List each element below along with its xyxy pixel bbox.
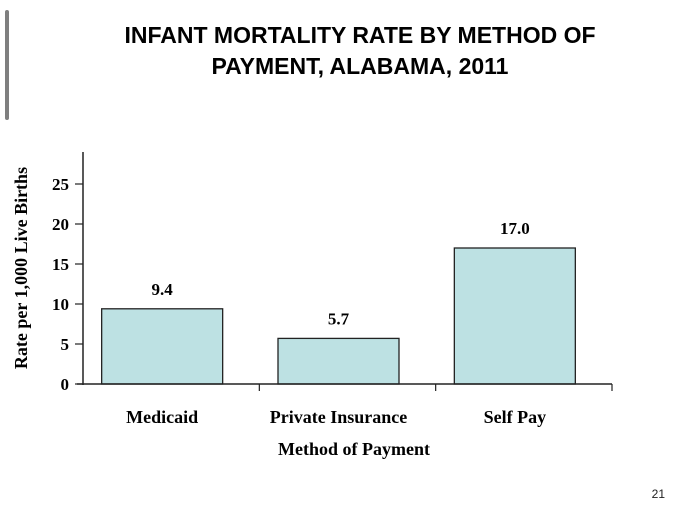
y-tick-label: 5 — [61, 335, 70, 354]
y-tick-label: 0 — [61, 375, 70, 394]
slide-accent-bar — [5, 10, 9, 120]
data-label: 5.7 — [328, 309, 350, 328]
bars: 9.4 5.7 17.0 — [101, 219, 576, 385]
bar — [277, 337, 400, 385]
y-axis-title: Rate per 1,000 Live Births — [11, 167, 31, 369]
x-category-label: Self Pay — [484, 407, 547, 427]
x-axis-ticks: Medicaid Private Insurance Self Pay — [126, 384, 613, 427]
y-axis-ticks: 0 5 10 15 20 25 — [52, 175, 83, 394]
bar — [453, 247, 576, 385]
page-number: 21 — [651, 487, 665, 501]
chart-title-line-1: INFANT MORTALITY RATE BY METHOD OF — [124, 22, 596, 48]
data-label: 9.4 — [152, 280, 174, 299]
y-tick-label: 20 — [52, 215, 69, 234]
y-tick-label: 10 — [52, 295, 69, 314]
data-label: 17.0 — [500, 219, 530, 238]
x-category-label: Private Insurance — [270, 407, 407, 427]
x-axis-title: Method of Payment — [278, 439, 430, 459]
bar — [101, 308, 224, 385]
y-tick-label: 15 — [52, 255, 69, 274]
chart-title-line-2: PAYMENT, ALABAMA, 2011 — [211, 53, 509, 79]
x-category-label: Medicaid — [126, 407, 198, 427]
chart-title: INFANT MORTALITY RATE BY METHOD OF PAYME… — [40, 20, 680, 82]
y-tick-label: 25 — [52, 175, 69, 194]
